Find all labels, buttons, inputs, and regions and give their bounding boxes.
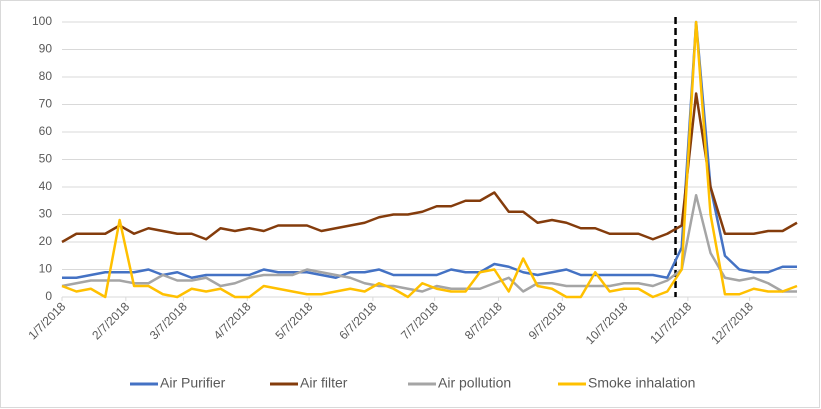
y-tick-label: 70 bbox=[39, 97, 53, 111]
legend-label: Air Purifier bbox=[160, 375, 226, 391]
series-line bbox=[61, 20, 798, 299]
y-tick-label: 30 bbox=[39, 207, 53, 221]
legend-label: Smoke inhalation bbox=[588, 375, 695, 391]
y-tick-label: 40 bbox=[39, 179, 53, 193]
legend-label: Air pollution bbox=[438, 375, 511, 391]
legend-label: Air filter bbox=[300, 375, 348, 391]
y-tick-label: 60 bbox=[39, 124, 53, 138]
y-tick-label: 0 bbox=[45, 289, 52, 303]
y-tick-label: 50 bbox=[39, 152, 53, 166]
legend: Air Purifier Air filter Air pollution Smoke… bbox=[130, 375, 695, 391]
series-line bbox=[61, 92, 798, 244]
y-tick-label: 20 bbox=[39, 234, 53, 248]
series-line bbox=[61, 194, 797, 293]
y-tick-label: 100 bbox=[32, 14, 52, 28]
y-tick-label: 80 bbox=[39, 69, 53, 83]
y-tick-label: 90 bbox=[39, 42, 53, 56]
series-line bbox=[62, 20, 797, 279]
y-tick-label: 10 bbox=[39, 262, 53, 276]
